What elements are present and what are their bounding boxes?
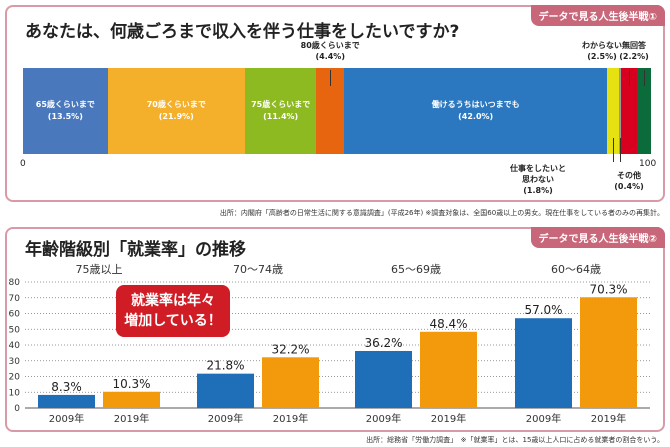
callout-line-2: 増加している！: [124, 313, 222, 329]
data-label: 10.3%: [112, 377, 150, 391]
segment-7: [621, 68, 638, 154]
callout-line-1: 就業率は年々: [131, 293, 215, 309]
group-label: 60〜64歳: [551, 263, 601, 276]
data-label: 57.0%: [524, 303, 562, 317]
group-label: 70〜74歳: [233, 263, 283, 276]
bar: [38, 394, 95, 408]
leader-line: [643, 70, 645, 86]
segment-label: 70歳くらいまで (21.9%): [116, 99, 236, 123]
chart-title: あなたは、何歳ごろまで収入を伴う仕事をしたいですか?: [25, 22, 460, 42]
segment-name: 働けるうちはいつまでも: [431, 100, 520, 109]
bar: [580, 297, 637, 408]
x-tick-label: 2009年: [208, 412, 243, 425]
segment-value: (13.5%): [47, 112, 83, 121]
x-tick-label: 2019年: [591, 412, 626, 425]
source-1: 出所：内閣府「高齢者の日常生活に関する意識調査」(平成26年) ※調査対象は、全…: [219, 209, 664, 217]
leader-line: [613, 138, 614, 162]
y-tick-label: 80: [9, 278, 21, 288]
segment-label: 働けるうちはいつまでも (42.0%): [416, 99, 536, 123]
group-label: 65〜69歳: [391, 263, 441, 276]
axis-min: 0: [20, 159, 26, 169]
leader-line: [628, 70, 630, 86]
bar: [262, 357, 319, 408]
segment-annotation: わからない (2.5%): [572, 40, 632, 62]
segment-name: 65歳くらいまで: [35, 100, 95, 109]
x-tick-label: 2009年: [526, 412, 561, 425]
segment-name: 70歳くらいまで: [146, 100, 206, 109]
segment-4: [344, 68, 608, 154]
x-tick-label: 2009年: [366, 412, 401, 425]
y-tick-label: 0: [14, 404, 20, 414]
segment-name: 仕事をしたいと思わない: [510, 164, 566, 184]
segment-8: [636, 68, 652, 154]
bar: [197, 373, 254, 408]
panel-work-age: データで見る人生後半戦① あなたは、何歳ごろまで収入を伴う仕事をしたいですか? …: [5, 5, 665, 202]
y-tick-label: 10: [9, 388, 21, 398]
x-tick-label: 2019年: [431, 412, 466, 425]
bar: [103, 391, 160, 408]
badge: データで見る人生後半戦②: [530, 227, 665, 248]
data-label: 70.3%: [589, 282, 627, 296]
x-tick-label: 2019年: [273, 412, 308, 425]
segment-annotation: 無回答 (2.2%): [604, 40, 664, 62]
source-2: 出所：総務省「労働力調査」 ※「就業率」とは、15歳以上人口に占める就業者の割合…: [366, 436, 664, 444]
x-tick-label: 2019年: [114, 412, 149, 425]
y-tick-label: 60: [9, 310, 21, 320]
segment-name: 無回答: [622, 41, 646, 50]
data-label: 36.2%: [364, 336, 402, 350]
leader-line: [330, 70, 332, 86]
x-tick-label: 2009年: [49, 412, 84, 425]
segment-value: (2.2%): [619, 52, 649, 61]
segment-1: [107, 68, 246, 154]
data-label: 21.8%: [206, 359, 244, 373]
y-tick-label: 30: [9, 357, 21, 367]
segment-value: (21.9%): [158, 112, 194, 121]
segment-name: その他: [617, 171, 641, 180]
y-tick-label: 20: [9, 373, 21, 383]
stacked-bar: [23, 68, 652, 154]
data-label: 8.3%: [51, 380, 82, 394]
axis-max: 100: [639, 159, 657, 169]
segment-annotation: 80歳くらいまで (4.4%): [290, 40, 370, 62]
callout: 就業率は年々 増加している！: [116, 285, 230, 337]
y-tick-label: 50: [9, 325, 21, 335]
segment-6: [618, 68, 622, 154]
segment-annotation: その他 (0.4%): [599, 170, 659, 192]
segment-name: 80歳くらいまで: [300, 41, 360, 50]
segment-label: 65歳くらいまで (13.5%): [5, 99, 125, 123]
segment-value: (2.5%): [587, 52, 617, 61]
segment-annotation: 仕事をしたいと思わない (1.8%): [507, 163, 569, 196]
badge: データで見る人生後半戦①: [530, 5, 665, 26]
data-label: 48.4%: [429, 317, 467, 331]
segment-5: [607, 68, 620, 154]
bar: [515, 318, 572, 408]
segment-value: (11.4%): [263, 112, 299, 121]
group-label: 75歳以上: [76, 263, 123, 276]
segment-value: (0.4%): [614, 182, 644, 191]
leader-line: [619, 138, 621, 162]
segment-2: [244, 68, 317, 154]
segment-name: 75歳くらいまで: [251, 100, 311, 109]
segment-value: (4.4%): [315, 52, 345, 61]
segment-0: [23, 68, 109, 154]
bar: [355, 350, 412, 408]
segment-name: わからない: [582, 41, 622, 50]
y-tick-label: 70: [9, 294, 21, 304]
chart-title: 年齢階級別「就業率」の推移: [25, 240, 246, 260]
bar: [420, 331, 477, 408]
segment-value: (1.8%): [523, 186, 553, 195]
segment-label: 75歳くらいまで (11.4%): [221, 99, 341, 123]
segment-value: (42.0%): [458, 112, 494, 121]
y-tick-label: 40: [9, 341, 21, 351]
data-label: 32.2%: [271, 342, 309, 356]
